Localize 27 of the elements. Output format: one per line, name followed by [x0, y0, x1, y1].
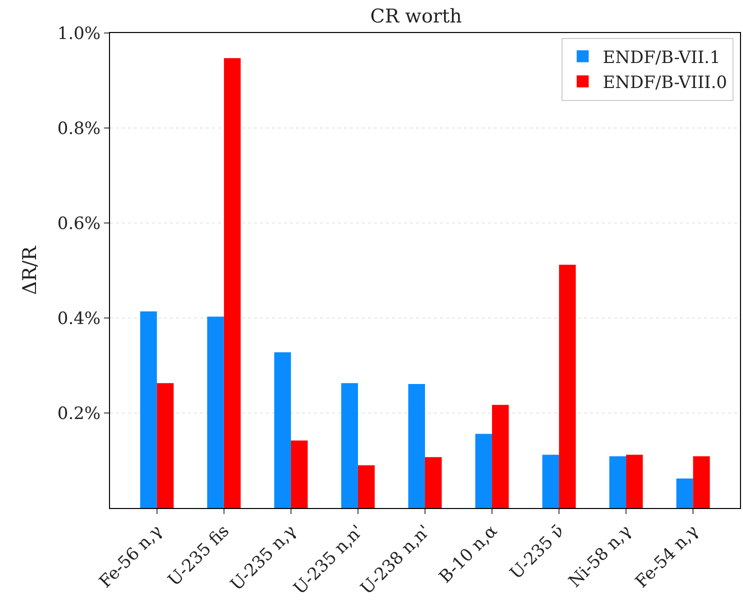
- bar: [140, 311, 157, 508]
- chart-title: CR worth: [370, 5, 462, 28]
- y-tick-label: 0.2%: [57, 404, 101, 424]
- bar: [290, 440, 308, 508]
- bar: [542, 454, 560, 508]
- bar: [626, 454, 643, 508]
- bar: [425, 457, 442, 508]
- bar: [224, 58, 241, 508]
- legend-label: ENDF/B-VIII.0: [602, 73, 728, 94]
- bar: [274, 352, 291, 508]
- y-tick-label: 0.4%: [57, 308, 101, 329]
- bar: [341, 383, 358, 508]
- bar: [559, 264, 576, 508]
- y-tick-label: 1.0%: [57, 24, 101, 44]
- bar: [408, 384, 425, 508]
- bar: [475, 434, 492, 508]
- bar: [207, 316, 224, 508]
- bar: [693, 456, 710, 508]
- y-tick-label: 0.6%: [57, 214, 101, 234]
- bar: [609, 456, 626, 508]
- bar: [358, 465, 375, 508]
- bar: [492, 404, 509, 508]
- y-tick-label: 0.8%: [57, 118, 101, 139]
- bar: [676, 478, 694, 508]
- legend-label: ENDF/B-VII.1: [602, 48, 720, 68]
- bar: [156, 383, 174, 508]
- y-axis-title: ΔR/R: [19, 245, 42, 295]
